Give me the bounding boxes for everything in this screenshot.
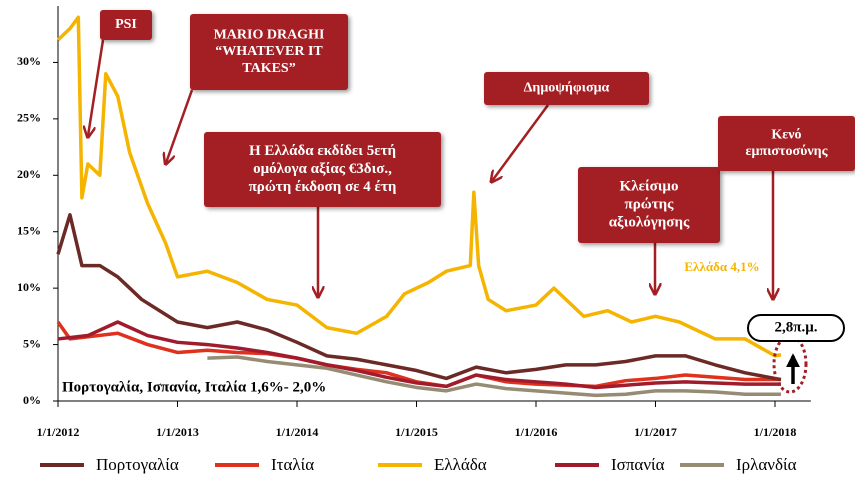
annotation-text: Ελλάδα 4,1% — [684, 259, 759, 274]
y-tick-label: 10% — [17, 280, 41, 294]
legend-label: Ελλάδα — [434, 455, 487, 474]
annotation-box — [578, 167, 720, 243]
legend-label: Πορτογαλία — [96, 455, 179, 474]
series-line — [56, 15, 782, 358]
arrow — [492, 104, 550, 181]
y-tick-label: 30% — [17, 54, 41, 68]
y-tick-label: 25% — [17, 111, 41, 125]
legend-label: Ιταλία — [271, 455, 314, 474]
gap-ring — [772, 334, 808, 394]
x-tick-label: 1/1/2018 — [754, 425, 797, 439]
arrow — [166, 89, 194, 163]
annotation-text: Κλείσιμο — [620, 178, 679, 194]
legend-label: Ισπανία — [611, 455, 665, 474]
plot-area: 0% 5% 10% 15% 20% 25% 30% 1/1/2012 1/1/2013 1/1/2… — [17, 6, 811, 439]
annotation-box — [747, 314, 845, 342]
annotation-box — [718, 116, 855, 171]
annotation-text: Πορτογαλία, Ισπανία, Ιταλία 1,6%- 2,0% — [62, 379, 326, 395]
y-tick-label: 0% — [23, 393, 41, 407]
x-tick-label: 1/1/2017 — [634, 425, 677, 439]
annotation-text: πρώτη έκδοση σε 4 έτη — [249, 179, 397, 195]
y-tick-label: 20% — [17, 167, 41, 181]
series-line — [207, 355, 781, 398]
annotation-text: MARIO DRAGHI — [214, 27, 325, 42]
annotation-box — [484, 72, 649, 105]
annotation-text: ομόλογα αξίας €3δισ., — [253, 161, 392, 177]
series-line — [56, 213, 782, 382]
annotation-text: Η Ελλάδα εκδίδει 5ετή — [249, 143, 396, 159]
y-tick-label: 5% — [23, 336, 41, 350]
annotation-text: PSI — [115, 17, 137, 32]
annotation-box — [190, 14, 348, 90]
arrow — [88, 39, 105, 136]
annotation-text: Δημοψήφισμα — [524, 81, 610, 96]
annotation-text: TAKES” — [242, 61, 295, 76]
x-tick-label: 1/1/2015 — [395, 425, 438, 439]
arrows — [88, 39, 808, 394]
annotation-box — [100, 10, 152, 40]
annotation-text: Κενό — [771, 127, 801, 142]
x-tick-label: 1/1/2012 — [37, 425, 80, 439]
x-tick-label: 1/1/2016 — [515, 425, 558, 439]
legend-label: Ιρλανδία — [736, 455, 797, 474]
annotation-text: αξιολόγησης — [609, 214, 690, 230]
annotations: PSI MARIO DRAGHI “WHATEVER IT TAKES” Η Ελλάδ… — [62, 10, 855, 395]
annotation-box — [204, 132, 441, 207]
annotation-text: εμπιστοσύνης — [746, 144, 829, 159]
y-tick-label: 15% — [17, 223, 41, 237]
x-tick-label: 1/1/2014 — [276, 425, 319, 439]
annotation-text: “WHATEVER IT — [215, 44, 323, 59]
annotation-text: 2,8π.μ. — [775, 319, 818, 335]
legend: Πορτογαλία Ιταλία Ελλάδα Ισπανία Ιρλανδία — [40, 455, 797, 474]
annotation-text: πρώτης — [625, 196, 675, 212]
x-tick-label: 1/1/2013 — [156, 425, 199, 439]
series-line — [57, 320, 781, 390]
